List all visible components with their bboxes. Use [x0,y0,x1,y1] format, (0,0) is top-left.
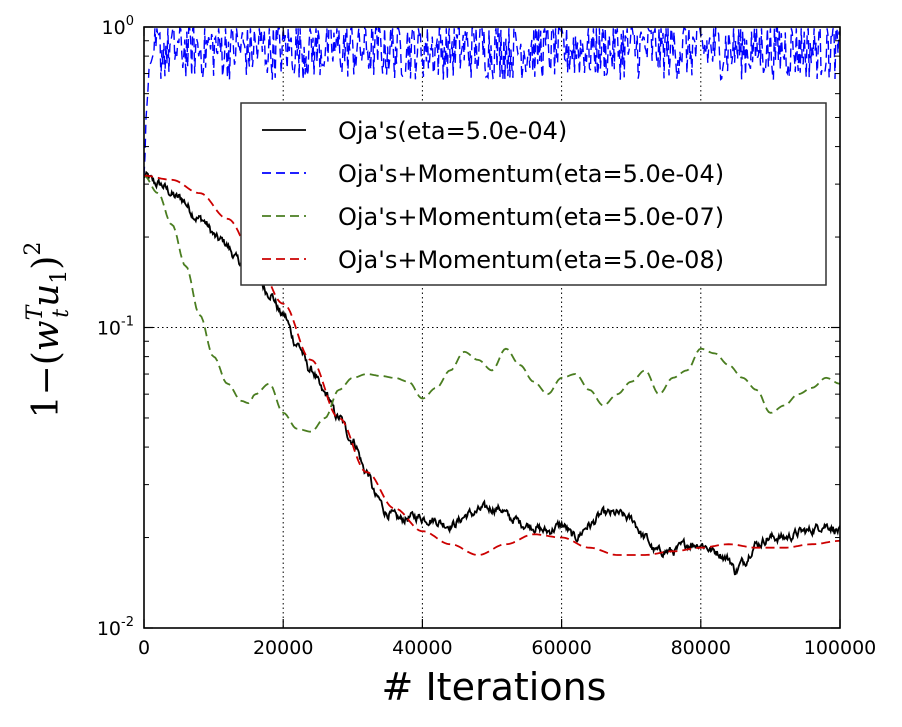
y-axis-label: 1−(wTtu1)2 [21,242,74,419]
legend-label-1: Oja's(eta=5.0e-04) [338,117,567,145]
axis-ticks: 0 20000 40000 60000 80000 100000 100 10-1 10-2 [97,14,876,659]
ylabel-w-sup: T [23,303,48,320]
series-line-3 [144,174,840,433]
legend-label-4: Oja's+Momentum(eta=5.0e-08) [338,246,724,274]
legend-label-3: Oja's+Momentum(eta=5.0e-07) [338,203,724,231]
x-tick-label: 0 [138,637,150,659]
ylabel-w-sub: t [49,309,74,318]
ylabel-w: w [26,320,67,351]
x-tick-label: 100000 [804,637,877,659]
x-tick-label: 20000 [253,637,313,659]
svg-text:1−(wTtu1)2: 1−(wTtu1)2 [21,242,74,419]
x-tick-label: 40000 [392,637,452,659]
ylabel-u: u [26,284,67,307]
legend: Oja's(eta=5.0e-04) Oja's+Momentum(eta=5.0… [240,102,827,286]
ylabel-u-sub: 1 [47,270,72,284]
x-tick-label: 80000 [671,637,731,659]
ylabel-minus: − [26,365,67,395]
legend-box [240,102,827,286]
ylabel-open: ( [26,351,67,365]
x-axis-label: # Iterations [382,665,607,709]
x-tick-label: 60000 [531,637,591,659]
ylabel-prefix: 1 [26,395,67,418]
ylabel-exp: 2 [21,242,46,256]
ylabel-close: ) [26,256,67,270]
legend-label-2: Oja's+Momentum(eta=5.0e-04) [338,160,724,188]
y-tick-label: 10-1 [97,315,134,340]
y-tick-label: 10-2 [97,615,134,640]
y-tick-label: 100 [102,14,134,39]
